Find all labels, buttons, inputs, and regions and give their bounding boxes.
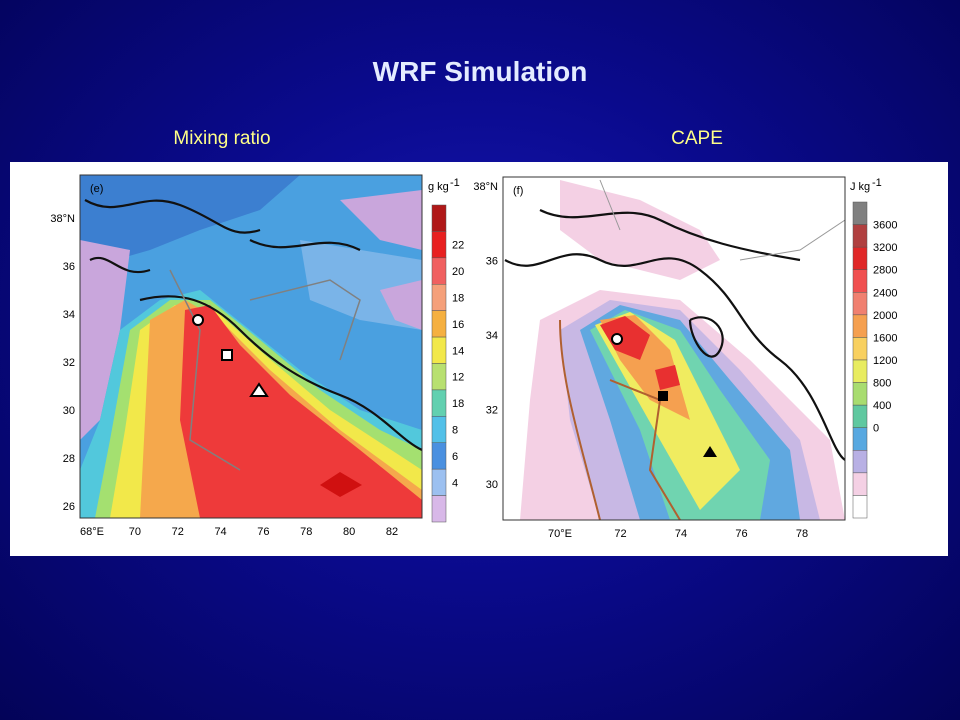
y-tick-label: 30 xyxy=(63,405,75,417)
colorbar-label: 12 xyxy=(452,372,464,384)
panel-label: (f) xyxy=(513,185,523,197)
colorbar-label: 0 xyxy=(873,423,879,435)
colorbar-swatch xyxy=(852,495,868,519)
colorbar-swatch xyxy=(852,269,868,293)
colorbar-label: 2000 xyxy=(873,310,897,322)
x-tick-label: 82 xyxy=(386,526,398,538)
colorbar-swatch xyxy=(431,416,447,444)
x-tick-label: 72 xyxy=(614,528,626,540)
colorbar-label: 20 xyxy=(452,266,464,278)
colorbar-label: 14 xyxy=(452,345,464,357)
colorbar-swatch xyxy=(431,257,447,285)
y-tick-label: 32 xyxy=(63,357,75,369)
colorbar-swatch xyxy=(431,310,447,338)
colorbar-swatch xyxy=(852,337,868,361)
unit-exponent: -1 xyxy=(450,177,460,189)
map-cape xyxy=(503,177,845,520)
colorbar-label: 22 xyxy=(452,240,464,252)
colorbar-label: 2400 xyxy=(873,287,897,299)
unit: g kg xyxy=(428,181,449,193)
colorbar-swatch xyxy=(852,404,868,428)
colorbar-swatch xyxy=(431,336,447,364)
colorbar-swatch xyxy=(852,224,868,248)
y-tick-label: 26 xyxy=(63,501,75,513)
unit-exponent: -1 xyxy=(872,177,882,189)
y-tick-label: 34 xyxy=(486,330,498,342)
colorbar-label: 18 xyxy=(452,292,464,304)
y-tick-label: 36 xyxy=(486,256,498,268)
y-tick-label: 28 xyxy=(63,453,75,465)
colorbar-swatch xyxy=(852,472,868,496)
colorbar-label: 1600 xyxy=(873,332,897,344)
colorbar-label: 400 xyxy=(873,400,891,412)
x-tick-label: 74 xyxy=(675,528,687,540)
y-tick-label: 34 xyxy=(63,309,75,321)
colorbar-swatch xyxy=(431,231,447,259)
y-tick-label: 36 xyxy=(63,261,75,273)
x-tick-label: 68°E xyxy=(80,526,104,538)
colorbar-label: 3200 xyxy=(873,242,897,254)
map-mixing-ratio xyxy=(80,175,422,518)
x-tick-label: 70 xyxy=(129,526,141,538)
colorbar-label: 6 xyxy=(452,451,458,463)
x-tick-label: 70°E xyxy=(548,528,572,540)
colorbar-label: 2800 xyxy=(873,265,897,277)
colorbar-swatch xyxy=(852,359,868,383)
colorbar-swatch xyxy=(852,314,868,338)
x-tick-label: 78 xyxy=(300,526,312,538)
panel-label: (e) xyxy=(90,183,103,195)
panel-heading: Mixing ratio xyxy=(173,128,271,149)
x-tick-label: 76 xyxy=(735,528,747,540)
colorbar-swatch xyxy=(852,427,868,451)
x-tick-label: 80 xyxy=(343,526,355,538)
colorbar-swatch xyxy=(431,204,447,232)
colorbar-swatch xyxy=(431,389,447,417)
colorbar-label: 800 xyxy=(873,378,891,390)
colorbar-swatch xyxy=(852,292,868,316)
x-tick-label: 72 xyxy=(172,526,184,538)
colorbar-swatch xyxy=(431,442,447,470)
colorbar-swatch xyxy=(852,246,868,270)
x-tick-label: 74 xyxy=(214,526,226,538)
colorbar-swatch xyxy=(431,468,447,496)
map-frame xyxy=(502,176,846,521)
y-tick-label: 38°N xyxy=(473,181,498,193)
x-tick-label: 76 xyxy=(257,526,269,538)
colorbar-label: 3600 xyxy=(873,220,897,232)
y-tick-label: 38°N xyxy=(50,213,75,225)
colorbar-label: 1200 xyxy=(873,355,897,367)
colorbar-swatch xyxy=(852,201,868,225)
slide-title: WRF Simulation xyxy=(372,56,588,87)
unit: J kg xyxy=(850,181,870,193)
colorbar-swatch xyxy=(852,450,868,474)
colorbar-swatch xyxy=(852,382,868,406)
x-tick-label: 78 xyxy=(796,528,808,540)
colorbar-swatch xyxy=(431,284,447,311)
map-frame xyxy=(79,174,423,519)
colorbar-swatch xyxy=(431,495,447,523)
y-tick-label: 32 xyxy=(486,405,498,417)
colorbar-label: 8 xyxy=(452,425,458,437)
colorbar-label: 18 xyxy=(452,398,464,410)
colorbar-label: 16 xyxy=(452,319,464,331)
colorbar-swatch xyxy=(431,363,447,391)
colorbar-label: 4 xyxy=(452,477,458,489)
panel-heading: CAPE xyxy=(671,128,723,149)
y-tick-label: 30 xyxy=(486,479,498,491)
